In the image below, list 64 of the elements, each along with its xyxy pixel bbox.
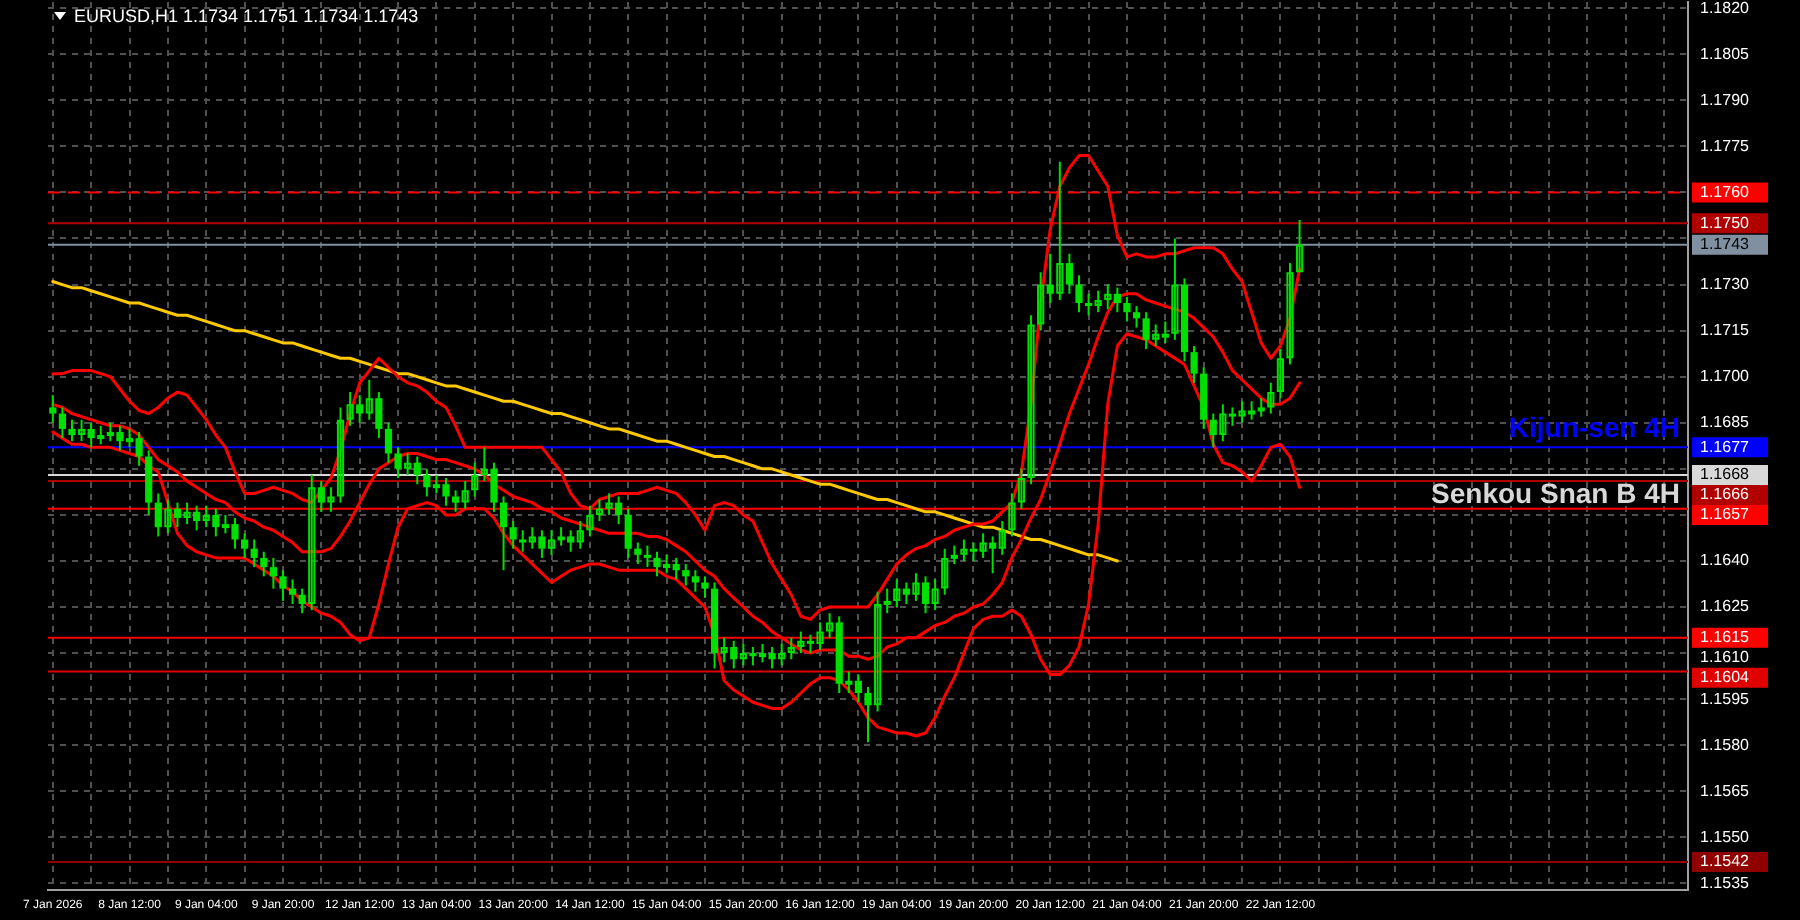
candlestick [682, 563, 690, 587]
candlestick [1267, 381, 1275, 415]
y-tick-label: 1.1550 [1700, 827, 1751, 846]
candlestick [643, 544, 652, 569]
candlestick [1027, 314, 1035, 486]
candlestick [145, 449, 153, 516]
chart-title: EURUSD,H1 1.1734 1.1751 1.1734 1.1743 [74, 6, 419, 26]
y-tick-label: 1.1730 [1700, 274, 1751, 293]
y-tick-label: 1.1625 [1700, 597, 1751, 616]
candlestick [691, 569, 699, 593]
candlestick [509, 520, 517, 550]
candlestick [701, 575, 709, 599]
candlestick [1017, 467, 1026, 510]
candlestick [499, 495, 508, 572]
candlestick [624, 507, 632, 559]
ref-line-label: 1.1677 [1700, 437, 1751, 456]
y-tick-label: 1.1775 [1700, 136, 1751, 155]
y-tick-label: 1.1610 [1700, 648, 1751, 667]
candlestick [250, 538, 258, 569]
y-tick-label: 1.1565 [1700, 781, 1751, 800]
candlestick [1286, 262, 1294, 366]
candlestick [586, 504, 594, 538]
candlestick [1123, 295, 1131, 323]
ref-line-label: 1.1760 [1700, 182, 1751, 201]
candlestick [269, 556, 277, 590]
y-tick-label: 1.1790 [1700, 90, 1751, 109]
candlestick [241, 532, 249, 559]
y-tick-label: 1.1715 [1700, 321, 1751, 340]
candlestick [1200, 366, 1208, 430]
candlestick [471, 461, 479, 498]
candlestick [384, 421, 393, 464]
candlestick [1276, 348, 1284, 400]
y-tick-label: 1.1820 [1700, 0, 1751, 17]
candlestick [634, 541, 642, 566]
y-tick-label: 1.1580 [1700, 735, 1751, 754]
candlestick [58, 406, 66, 440]
ref-line-label: 1.1542 [1700, 852, 1751, 871]
y-tick-label: 1.1595 [1700, 689, 1751, 708]
ref-line-label: 1.1750 [1700, 213, 1751, 232]
annotation: Senkou Snan B 4H [1431, 476, 1680, 509]
candlestick [288, 578, 297, 605]
y-tick-label: 1.1640 [1700, 551, 1751, 570]
candlestick [1075, 274, 1083, 314]
y-tick-label: 1.1805 [1700, 44, 1751, 63]
y-tick-label: 1.1535 [1700, 873, 1751, 892]
ref-line-label: 1.1615 [1700, 628, 1751, 647]
candlestick [49, 394, 57, 424]
ref-line-label: 1.1666 [1700, 485, 1751, 504]
y-tick-label: 1.1685 [1700, 413, 1751, 432]
candlestick [595, 498, 604, 523]
candlestick [336, 406, 345, 504]
candlestick [1008, 492, 1016, 538]
y-tick-label: 1.1700 [1700, 367, 1751, 386]
candlestick [1132, 305, 1141, 329]
candlestick [279, 569, 287, 602]
ref-line-label: 1.1743 [1700, 235, 1751, 254]
candlestick [260, 550, 268, 578]
candlestick [1295, 219, 1304, 274]
ref-line-label: 1.1657 [1700, 505, 1751, 524]
annotation: Kijun-sen 4H [1508, 411, 1680, 444]
ref-line-label: 1.1604 [1700, 668, 1751, 687]
ref-line-label: 1.1668 [1700, 465, 1751, 484]
candlestick [787, 636, 795, 661]
candlestick [1190, 344, 1198, 384]
